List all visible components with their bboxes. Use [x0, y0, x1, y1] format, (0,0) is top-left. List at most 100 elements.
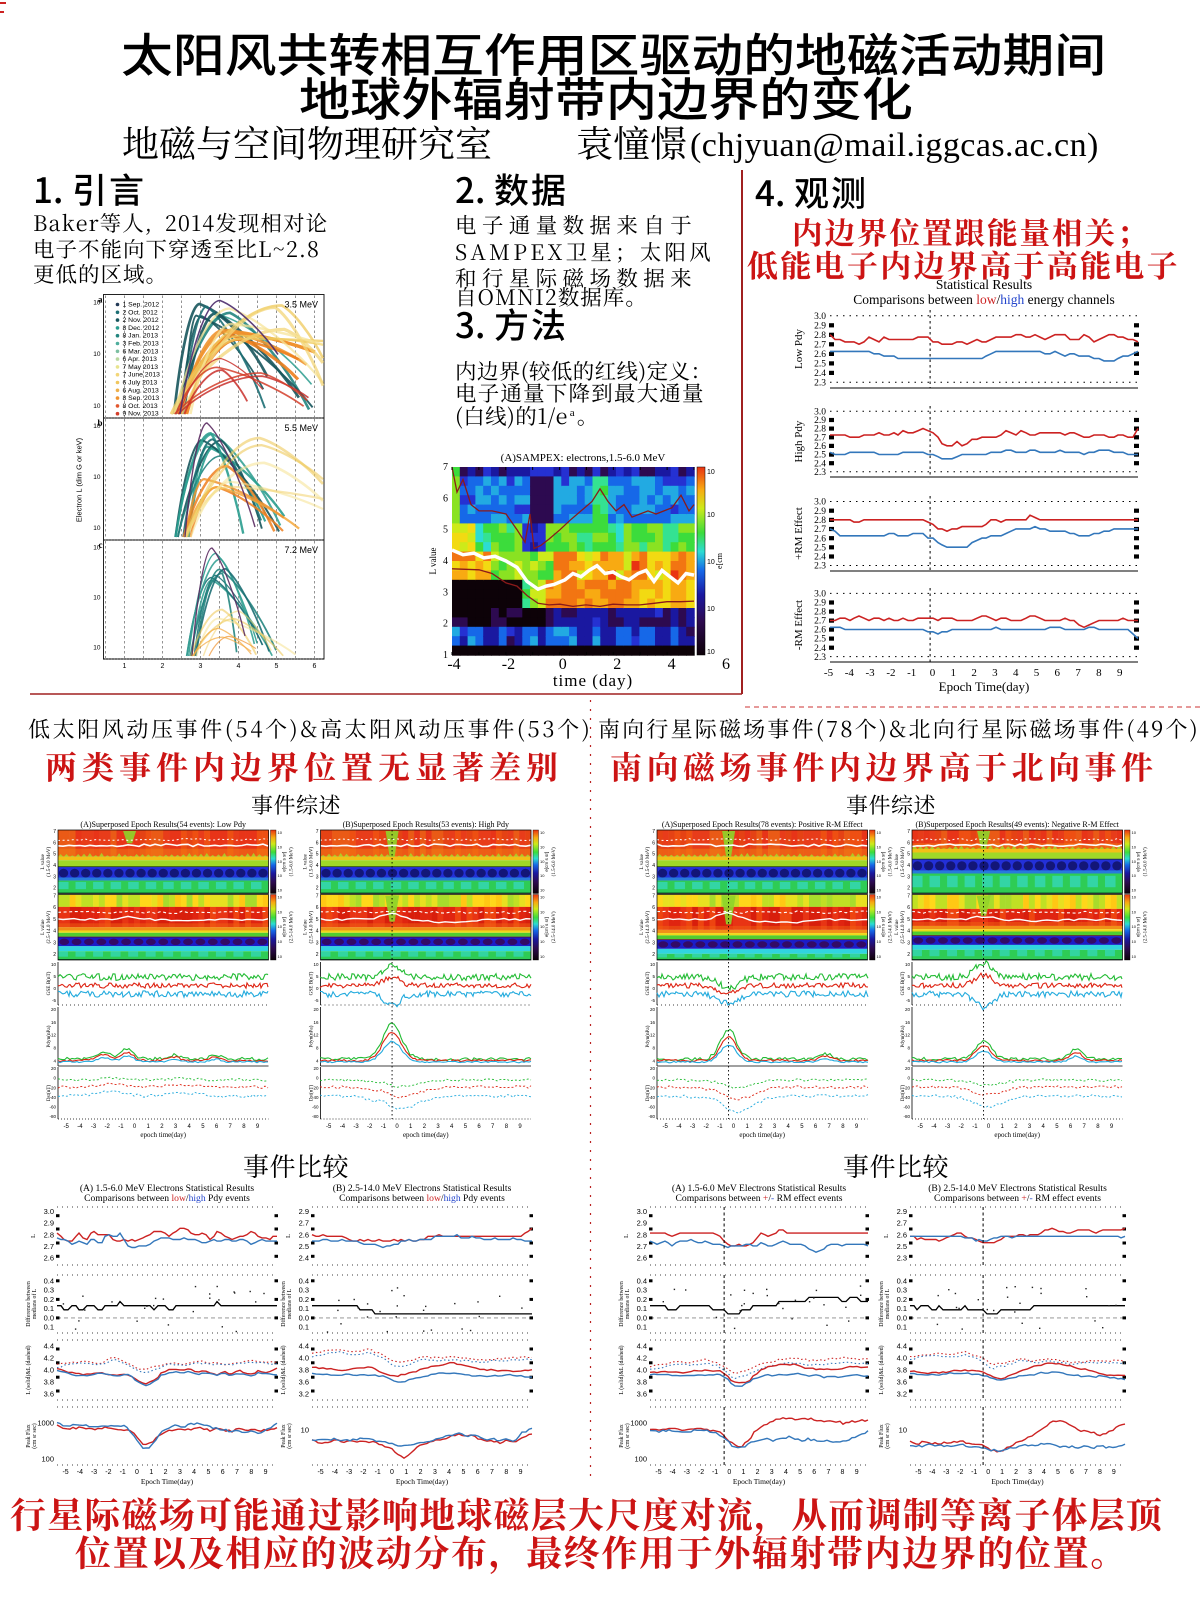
svg-text:0.3: 0.3	[897, 1286, 907, 1295]
svg-text:4.4: 4.4	[637, 1342, 647, 1351]
svg-text:0.1: 0.1	[44, 1304, 54, 1313]
svg-text:2: 2	[316, 952, 319, 958]
svg-text:2: 2	[652, 886, 655, 892]
svg-text:High Pdy: High Pdy	[793, 420, 805, 462]
svg-text:-3: -3	[91, 1124, 97, 1130]
svg-text:10: 10	[707, 469, 715, 476]
svg-text:10: 10	[905, 962, 911, 967]
svg-text:0: 0	[732, 1124, 736, 1130]
svg-text:medians of L: medians of L	[884, 1288, 891, 1319]
svg-text:epoch time(day): epoch time(day)	[994, 1131, 1040, 1139]
svg-text:3: 3	[316, 940, 319, 946]
svg-text:time (day): time (day)	[553, 671, 633, 690]
svg-text:2.7: 2.7	[44, 1242, 54, 1251]
svg-text:Low Pdy: Low Pdy	[793, 328, 805, 369]
svg-text:20: 20	[650, 1007, 656, 1012]
svg-text:8: 8	[841, 1469, 845, 1476]
svg-text:-RM Effect: -RM Effect	[793, 600, 805, 650]
svg-text:12: 12	[650, 1033, 656, 1038]
svg-text:8: 8	[1096, 1124, 1100, 1130]
svg-text:e[cm s sr]: e[cm s sr]	[1136, 852, 1141, 872]
svg-text:2: 2	[759, 1124, 763, 1130]
svg-text:GSE B(nT): GSE B(nT)	[308, 971, 315, 995]
svg-text:2: 2	[443, 619, 448, 630]
svg-text:2: 2	[907, 886, 910, 892]
svg-text:3.8: 3.8	[637, 1378, 647, 1387]
svg-text:10: 10	[540, 895, 545, 900]
svg-text:-1: -1	[717, 1124, 723, 1130]
svg-text:2.9: 2.9	[814, 599, 826, 609]
svg-text:6: 6	[477, 1124, 481, 1130]
svg-text:5: 5	[316, 974, 319, 979]
svg-text:7: 7	[826, 1469, 830, 1476]
svg-text:7: 7	[235, 1469, 239, 1476]
svg-text:16: 16	[650, 1020, 656, 1025]
svg-text:Epoch Time(day): Epoch Time(day)	[991, 1477, 1044, 1486]
svg-text:8: 8	[652, 1046, 655, 1051]
svg-text:2.8: 2.8	[814, 425, 826, 435]
svg-text:7.2 MeV: 7.2 MeV	[284, 545, 318, 555]
svg-text:epoch time(day): epoch time(day)	[140, 1131, 186, 1139]
svg-text:L (solid)&L (dashed): L (solid)&L (dashed)	[25, 1345, 32, 1394]
svg-text:2: 2	[53, 952, 56, 958]
svg-text:2.6: 2.6	[814, 442, 826, 452]
svg-text:Comparisons between +/- RM eff: Comparisons between +/- RM effect events	[676, 1193, 843, 1204]
svg-text:4.0: 4.0	[897, 1354, 907, 1363]
svg-text:3: 3	[433, 1469, 437, 1476]
svg-text:3.6: 3.6	[637, 1390, 647, 1399]
svg-text:4: 4	[447, 1469, 451, 1476]
svg-text:3.0: 3.0	[814, 590, 826, 600]
svg-text:10: 10	[540, 888, 545, 893]
svg-text:3: 3	[436, 1124, 440, 1130]
svg-text:-80: -80	[312, 1114, 319, 1119]
svg-text:L: L	[883, 1234, 890, 1238]
svg-text:4.4: 4.4	[44, 1342, 54, 1351]
svg-text:-20: -20	[49, 1085, 56, 1090]
svg-text:-40: -40	[903, 1095, 910, 1100]
svg-text:3.2: 3.2	[299, 1390, 309, 1399]
svg-text:3: 3	[652, 940, 655, 946]
svg-text:10: 10	[1132, 830, 1137, 835]
svg-text:-5: -5	[918, 1124, 924, 1130]
svg-text:10: 10	[540, 909, 545, 914]
svg-text:0: 0	[930, 667, 936, 679]
svg-text:10: 10	[877, 924, 882, 929]
svg-text:10: 10	[301, 1426, 309, 1435]
svg-text:b: b	[97, 418, 102, 428]
svg-text:-2: -2	[360, 1469, 366, 1476]
svg-text:-5: -5	[52, 998, 56, 1003]
svg-text:2: 2	[652, 952, 655, 958]
svg-text:16: 16	[51, 1020, 57, 1025]
svg-text:1: 1	[149, 1469, 153, 1476]
svg-text:0: 0	[652, 1076, 655, 1081]
svg-text:5: 5	[464, 1124, 468, 1130]
svg-text:20: 20	[650, 1066, 656, 1071]
svg-text:-2: -2	[704, 1124, 710, 1130]
svg-text:e[cm s sr]: e[cm s sr]	[881, 852, 886, 872]
svg-text:Peak Flux: Peak Flux	[619, 1424, 625, 1447]
svg-text:10: 10	[540, 873, 545, 878]
svg-text:2.8: 2.8	[637, 1230, 647, 1239]
svg-text:4: 4	[1042, 1469, 1046, 1476]
svg-text:7: 7	[491, 1124, 495, 1130]
svg-text:2.8: 2.8	[814, 331, 826, 341]
svg-text:7: 7	[1083, 1124, 1087, 1130]
svg-text:6: 6	[316, 905, 319, 911]
svg-text:5: 5	[461, 1469, 465, 1476]
svg-text:10: 10	[278, 888, 283, 893]
svg-text:10: 10	[278, 830, 283, 835]
svg-text:L (solid)&L (dashed): L (solid)&L (dashed)	[618, 1345, 625, 1394]
svg-text:2: 2	[907, 952, 910, 958]
svg-text:2.7: 2.7	[897, 1219, 907, 1228]
svg-text:-3: -3	[945, 1124, 951, 1130]
svg-text:Comparisons between low/high P: Comparisons between low/high Pdy events	[84, 1193, 250, 1204]
svg-text:1000: 1000	[37, 1419, 54, 1428]
svg-text:L value: L value	[428, 548, 438, 575]
svg-text:-1: -1	[972, 1124, 978, 1130]
svg-text:4.4: 4.4	[299, 1342, 309, 1351]
svg-text:8: 8	[53, 1046, 56, 1051]
svg-text:Dst(nT): Dst(nT)	[644, 1085, 651, 1102]
svg-text:3.0: 3.0	[637, 1207, 647, 1216]
svg-text:(cm sr sec): (cm sr sec)	[286, 1423, 293, 1448]
svg-text:2 Oct. 2012: 2 Oct. 2012	[123, 309, 158, 316]
